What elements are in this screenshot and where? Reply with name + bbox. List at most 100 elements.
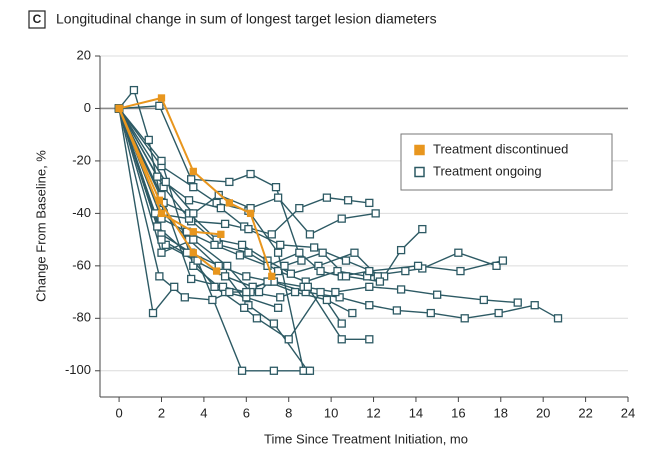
series-line — [118, 108, 379, 277]
y-tick-label: -20 — [72, 152, 91, 167]
data-point — [331, 287, 340, 297]
data-point — [240, 303, 249, 312]
data-point — [237, 366, 247, 375]
legend-box — [400, 133, 613, 191]
series-line — [118, 108, 218, 272]
data-point — [348, 308, 357, 318]
data-point — [295, 203, 304, 213]
data-point — [235, 251, 245, 260]
data-point — [161, 177, 170, 187]
data-point — [182, 248, 192, 257]
data-point — [418, 224, 427, 234]
legend-label: Treatment discontinued — [433, 141, 568, 156]
data-point — [129, 85, 139, 95]
data-point — [454, 248, 463, 257]
data-point — [401, 266, 410, 276]
data-point — [189, 261, 198, 270]
data-point — [318, 248, 327, 257]
data-point — [316, 287, 325, 297]
legend-marker — [414, 166, 425, 178]
y-tick-label: 0 — [84, 100, 91, 115]
series-line — [118, 108, 279, 309]
x-tick-label: 20 — [536, 405, 550, 420]
data-point — [161, 240, 170, 250]
data-point — [218, 282, 228, 291]
data-point — [273, 248, 283, 257]
data-point — [433, 290, 442, 299]
data-point — [189, 209, 198, 218]
x-tick-label: 0 — [115, 405, 122, 420]
data-point — [371, 209, 380, 218]
data-point — [267, 230, 276, 239]
data-point — [333, 266, 342, 276]
data-point — [276, 240, 285, 250]
data-point — [157, 235, 166, 244]
data-point — [322, 193, 332, 202]
data-point — [460, 314, 469, 323]
data-point — [220, 272, 230, 281]
x-tick-label: 16 — [451, 405, 465, 420]
data-point — [225, 287, 234, 297]
data-point — [157, 94, 166, 102]
data-point — [341, 272, 351, 281]
data-point — [155, 101, 164, 110]
panel-label: C — [33, 12, 42, 26]
data-point — [513, 298, 522, 307]
data-point — [286, 269, 295, 278]
data-point — [157, 248, 166, 257]
x-tick-label: 6 — [243, 405, 250, 420]
data-point — [244, 224, 253, 234]
x-tick-label: 8 — [285, 405, 292, 420]
data-point — [225, 199, 233, 207]
data-point — [244, 248, 253, 257]
data-point — [246, 169, 255, 179]
data-point — [157, 209, 166, 218]
data-point — [365, 301, 374, 310]
data-point — [305, 230, 315, 239]
y-tick-label: 20 — [77, 47, 91, 62]
data-point — [246, 209, 255, 218]
data-point — [212, 267, 221, 275]
y-axis-label: Change From Baseline, % — [33, 150, 48, 302]
data-point — [337, 319, 346, 328]
legend-marker — [414, 144, 425, 156]
y-tick-label: -40 — [72, 205, 91, 220]
data-point — [297, 256, 306, 265]
data-point — [115, 104, 123, 113]
data-point — [273, 193, 283, 202]
data-point — [189, 249, 197, 257]
data-point — [365, 335, 374, 344]
data-point — [273, 303, 283, 312]
data-point — [242, 287, 251, 297]
data-point — [341, 256, 351, 265]
x-tick-label: 12 — [366, 405, 380, 420]
data-point — [212, 198, 221, 208]
x-tick-label: 2 — [158, 405, 165, 420]
data-point — [214, 190, 223, 200]
data-point — [153, 172, 162, 181]
y-tick-label: -80 — [72, 310, 91, 325]
x-tick-label: 4 — [200, 405, 207, 420]
data-point — [223, 261, 232, 270]
data-point — [553, 314, 563, 323]
data-point — [273, 266, 283, 276]
data-point — [456, 266, 465, 276]
data-point — [170, 282, 179, 291]
data-point — [365, 266, 374, 276]
data-point — [284, 335, 293, 344]
data-point — [350, 248, 359, 257]
data-point — [280, 261, 289, 270]
data-point — [276, 293, 285, 302]
data-point — [303, 282, 312, 291]
data-point — [189, 235, 198, 244]
data-point — [210, 282, 219, 291]
x-axis-label: Time Since Treatment Initiation, mo — [264, 431, 468, 446]
series-line — [118, 108, 370, 236]
data-point — [343, 196, 353, 205]
data-point — [305, 366, 315, 375]
data-point — [216, 203, 226, 213]
legend-label: Treatment ongoing — [433, 163, 542, 178]
data-point — [220, 219, 230, 229]
data-point — [337, 214, 346, 223]
